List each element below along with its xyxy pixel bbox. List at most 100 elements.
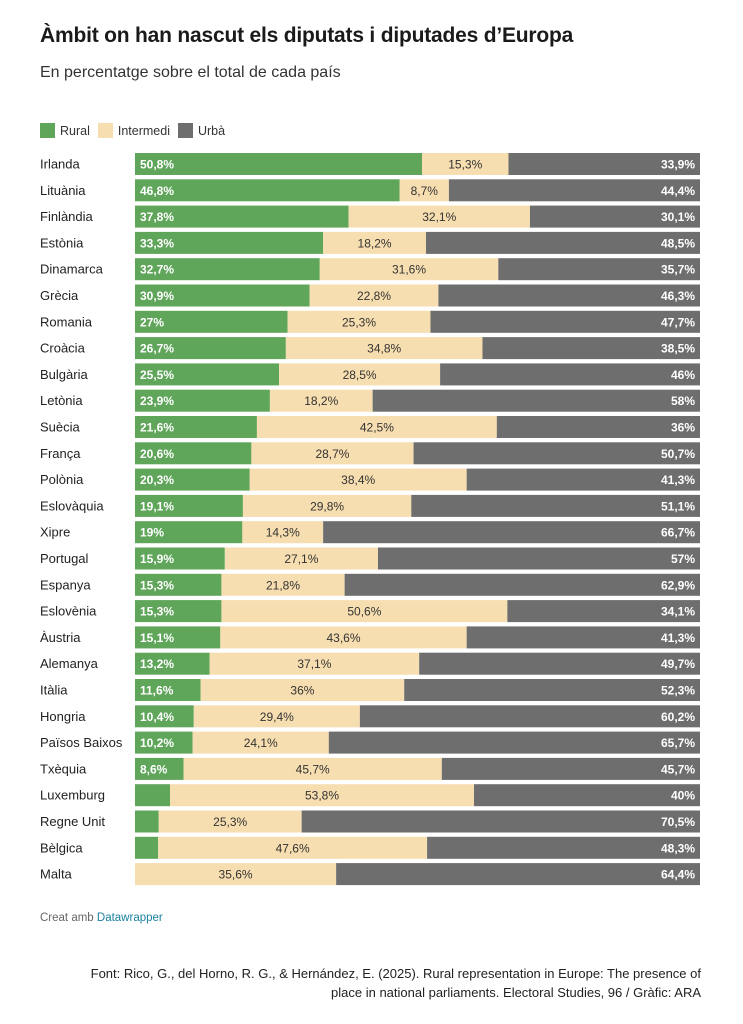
datawrapper-link[interactable]: Datawrapper [96, 912, 163, 924]
bar-intermedi-irlanda [422, 153, 509, 175]
data-label-intermedi-portugal: 27,1% [284, 552, 318, 566]
category-label-espanya: Espanya [40, 577, 91, 592]
bar-urba-suecia [496, 416, 700, 438]
bar-urba-xipre [323, 521, 700, 544]
bar-urba-bulgaria [440, 363, 700, 386]
data-label-urba-austria: 41,3% [661, 631, 695, 645]
data-label-urba-paisos-baixos: 65,7% [661, 736, 695, 750]
category-label-eslovaquia: Eslovàquia [40, 498, 104, 513]
data-label-rural-txequia: 8,6% [140, 762, 168, 776]
data-label-urba-alemanya: 49,7% [661, 657, 695, 671]
bar-intermedi-polonia [249, 468, 467, 491]
bar-rural-bulgaria [135, 363, 280, 386]
bar-intermedi-estonia [323, 231, 426, 254]
data-label-intermedi-italia: 36% [290, 684, 314, 698]
data-label-intermedi-polonia: 38,4% [341, 473, 375, 487]
bar-rural-txequia [135, 757, 184, 780]
category-label-grecia: Grècia [40, 288, 79, 303]
data-label-rural-romania: 27% [140, 315, 164, 329]
data-label-urba-hongria: 60,2% [661, 710, 695, 724]
credit-line: Creat amb Datawrapper [40, 912, 163, 924]
data-label-urba-italia: 52,3% [661, 684, 695, 698]
bar-urba-belgica [427, 836, 700, 859]
bar-intermedi-paisos-baixos [192, 731, 329, 754]
data-label-urba-croacia: 38,5% [661, 342, 695, 356]
data-label-rural-espanya: 15,3% [140, 578, 174, 592]
bar-intermedi-regne-unit [158, 810, 302, 833]
bar-rural-regne-unit [135, 810, 159, 833]
data-label-rural-portugal: 15,9% [140, 552, 174, 566]
data-label-urba-estonia: 48,5% [661, 236, 695, 250]
data-label-urba-finlandia: 30,1% [661, 210, 695, 224]
data-label-urba-txequia: 45,7% [661, 762, 695, 776]
bar-intermedi-finlandia [348, 205, 530, 228]
source-note: Font: Rico, G., del Horno, R. G., & Hern… [21, 964, 701, 1002]
data-label-intermedi-txequia: 45,7% [296, 762, 330, 776]
credit-prefix: Creat amb [40, 912, 94, 924]
data-label-rural-grecia: 30,9% [140, 289, 174, 303]
data-label-rural-bulgaria: 25,5% [140, 368, 174, 382]
bar-intermedi-eslovaquia [242, 494, 412, 517]
data-label-urba-eslovaquia: 51,1% [661, 499, 695, 513]
bar-rural-espanya [135, 573, 222, 596]
data-label-urba-bulgaria: 46% [671, 368, 695, 382]
bar-rural-alemanya [135, 652, 210, 675]
category-label-romania: Romania [40, 314, 93, 329]
category-label-malta: Malta [40, 867, 73, 882]
data-label-intermedi-grecia: 22,8% [357, 289, 391, 303]
bar-rural-paisos-baixos [135, 731, 193, 754]
data-label-intermedi-belgica: 47,6% [276, 841, 310, 855]
category-label-luxemburg: Luxemburg [40, 788, 105, 803]
bar-rural-romania [135, 310, 288, 333]
bar-intermedi-franca [251, 442, 414, 465]
data-label-rural-paisos-baixos: 10,2% [140, 736, 174, 750]
category-label-dinamarca: Dinamarca [40, 262, 104, 277]
category-label-austria: Àustria [40, 630, 81, 645]
bar-rural-luxemburg [135, 784, 171, 807]
category-label-irlanda: Irlanda [40, 157, 81, 172]
data-label-intermedi-romania: 25,3% [342, 315, 376, 329]
bar-urba-lituania [448, 179, 700, 202]
bar-urba-letonia [372, 389, 700, 412]
bar-urba-austria [466, 626, 700, 649]
bar-rural-eslovaquia [135, 494, 243, 517]
bar-rural-grecia [135, 284, 310, 307]
data-label-rural-eslovaquia: 19,1% [140, 499, 174, 513]
bar-intermedi-malta [135, 863, 337, 886]
bar-urba-irlanda [508, 153, 700, 175]
category-label-belgica: Bèlgica [40, 840, 83, 855]
data-label-intermedi-luxemburg: 53,8% [305, 789, 339, 803]
bar-intermedi-suecia [256, 416, 497, 438]
bar-intermedi-portugal [224, 547, 378, 570]
data-label-urba-suecia: 36% [671, 421, 695, 435]
bar-rural-belgica [135, 836, 159, 859]
data-label-urba-espanya: 62,9% [661, 578, 695, 592]
legend-swatch-intermedi [97, 123, 113, 138]
data-label-urba-letonia: 58% [671, 394, 695, 408]
bar-intermedi-croacia [285, 337, 483, 360]
bar-intermedi-grecia [309, 284, 439, 307]
bar-urba-hongria [359, 705, 700, 728]
bar-intermedi-letonia [269, 389, 373, 412]
bar-urba-franca [413, 442, 700, 465]
bar-urba-paisos-baixos [328, 731, 700, 754]
data-label-intermedi-eslovaquia: 29,8% [310, 499, 344, 513]
chart-title: Àmbit on han nascut els diputats i diput… [40, 24, 574, 47]
data-label-urba-regne-unit: 70,5% [661, 815, 695, 829]
bar-rural-letonia [135, 389, 270, 412]
category-label-lituania: Lituània [40, 183, 86, 198]
data-label-intermedi-croacia: 34,8% [367, 342, 401, 356]
category-label-txequia: Txèquia [40, 761, 87, 776]
legend-label-urba: Urbà [197, 123, 226, 138]
bar-urba-dinamarca [498, 258, 700, 281]
chart-subtitle: En percentatge sobre el total de cada pa… [40, 64, 341, 81]
data-label-intermedi-eslovenia: 50,6% [347, 605, 381, 619]
data-label-rural-alemanya: 13,2% [140, 657, 174, 671]
data-label-rural-xipre: 19% [140, 526, 164, 540]
category-label-franca: França [40, 446, 81, 461]
data-label-intermedi-hongria: 29,4% [260, 710, 294, 724]
bar-rural-polonia [135, 468, 250, 491]
category-label-croacia: Croàcia [40, 341, 86, 356]
data-label-urba-franca: 50,7% [661, 447, 695, 461]
data-label-intermedi-bulgaria: 28,5% [343, 368, 377, 382]
